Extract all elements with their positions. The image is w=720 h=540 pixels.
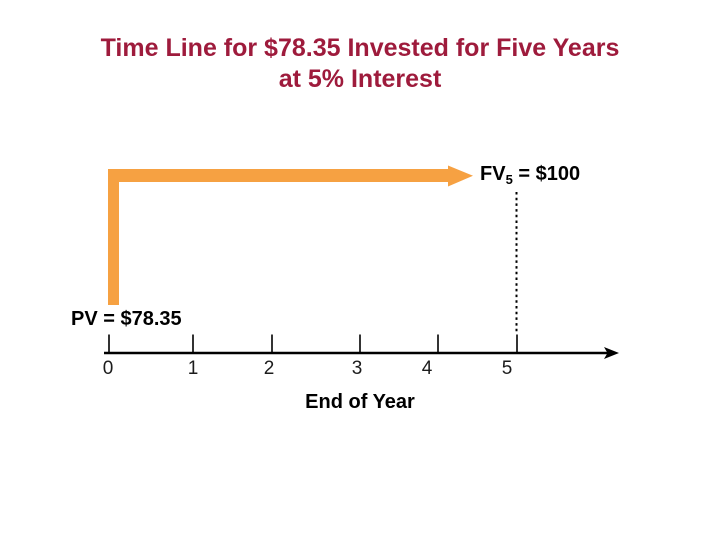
title-line-1: Time Line for $78.35 Invested for Five Y… bbox=[100, 34, 620, 62]
fv-label-value: = $100 bbox=[512, 163, 581, 185]
growth-arrow bbox=[108, 165, 473, 305]
growth-arrow-horizontal-bar bbox=[108, 169, 448, 182]
tick-label-0: 0 bbox=[102, 358, 114, 379]
fv-label-prefix: FV bbox=[480, 163, 506, 185]
tick-label-2: 2 bbox=[263, 358, 275, 379]
tick-label-3: 3 bbox=[351, 358, 363, 379]
title-line-2: at 5% Interest bbox=[278, 65, 442, 93]
fv-label: FV5 = $100 bbox=[480, 163, 581, 187]
time-axis bbox=[104, 334, 619, 359]
slide-title: Time Line for $78.35 Invested for Five Y… bbox=[0, 33, 720, 95]
tick-label-1: 1 bbox=[187, 358, 199, 379]
pv-label: PV = $78.35 bbox=[71, 308, 182, 330]
axis-title: End of Year bbox=[305, 391, 415, 413]
tick-label-4: 4 bbox=[421, 358, 433, 379]
tick-label-5: 5 bbox=[501, 358, 513, 379]
growth-arrowhead-icon bbox=[448, 165, 473, 187]
fv-label-subscript: 5 bbox=[505, 172, 513, 187]
time-axis-arrowhead-icon bbox=[604, 347, 619, 359]
growth-arrow-vertical-bar bbox=[108, 169, 119, 305]
